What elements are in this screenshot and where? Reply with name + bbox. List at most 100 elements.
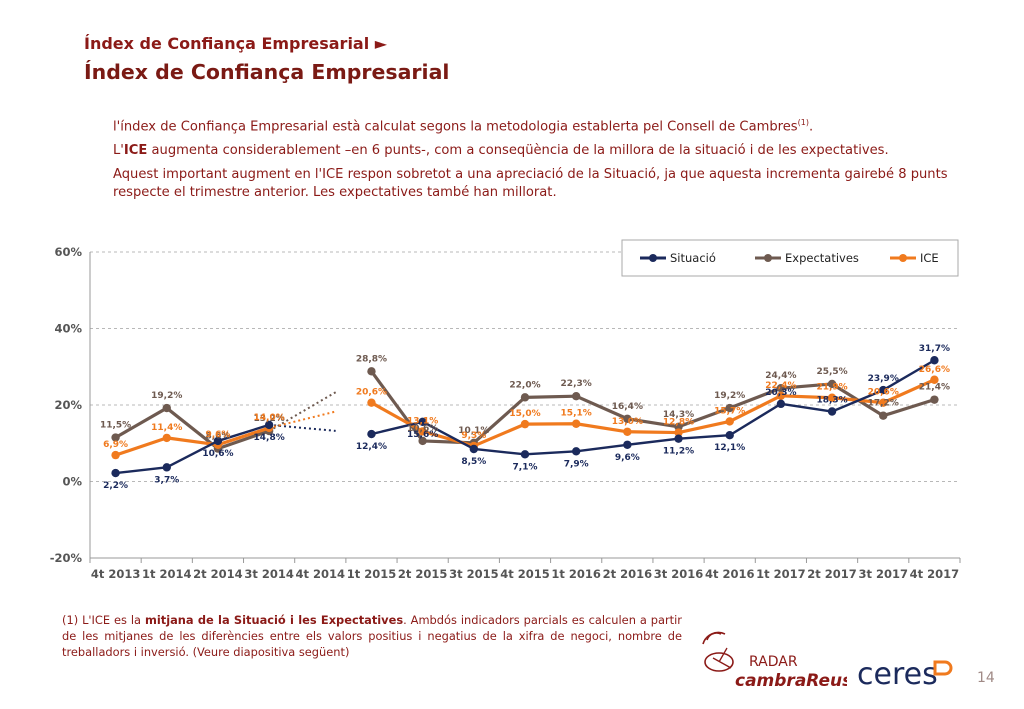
data-point xyxy=(827,407,837,416)
y-tick-label: 20% xyxy=(54,398,82,412)
x-tick-label: 3t 2015 xyxy=(449,567,499,581)
data-point xyxy=(520,393,530,402)
series-line xyxy=(370,378,936,448)
data-point xyxy=(571,447,581,456)
footnote-prefix: (1) L'ICE es la xyxy=(62,613,145,627)
x-tick-label: 3t 2014 xyxy=(244,567,294,581)
data-label: 11,4% xyxy=(151,423,182,433)
data-label: 20,3% xyxy=(765,388,796,398)
data-label: 2,2% xyxy=(103,481,128,491)
data-point xyxy=(725,431,734,440)
data-point xyxy=(162,463,171,472)
data-point xyxy=(111,450,120,460)
data-label: 14,3% xyxy=(663,410,694,420)
data-label: 31,7% xyxy=(919,344,950,354)
series-line xyxy=(371,359,936,456)
data-point xyxy=(623,427,632,436)
series-line xyxy=(115,423,270,475)
data-point xyxy=(367,398,376,407)
data-point xyxy=(776,383,786,393)
data-label: 13,2% xyxy=(254,414,285,424)
legend-label: Expectatives xyxy=(785,251,859,265)
data-point xyxy=(367,429,376,439)
data-label: 28,8% xyxy=(356,354,387,364)
line-chart: -20% 0% 20% 40% 60% 4t 2013 1t 2014 2t 2014 3t 2… xyxy=(0,232,1024,592)
data-label: 3,7% xyxy=(154,475,179,485)
data-label: 20,6% xyxy=(356,388,387,398)
data-point xyxy=(264,420,274,430)
data-label: 6,9% xyxy=(103,440,128,450)
data-point xyxy=(162,433,171,443)
intro-text: l'índex de Confiança Empresarial està ca… xyxy=(113,114,953,208)
ceres-word: ceres xyxy=(857,657,938,690)
series-line xyxy=(114,406,270,451)
data-label: 7,1% xyxy=(513,462,538,472)
data-point xyxy=(879,385,888,395)
data-label: 14,0% xyxy=(254,413,285,423)
intro-p1-footnote-ref: (1) xyxy=(797,118,809,127)
intro-p1-end: . xyxy=(808,119,814,135)
data-point xyxy=(418,427,427,436)
y-tick-label: -20% xyxy=(50,551,83,565)
data-label: 22,4% xyxy=(765,381,796,391)
x-tick-label: 4t 2014 xyxy=(296,567,346,581)
data-point xyxy=(623,440,632,449)
data-point xyxy=(725,417,734,426)
data-label: 9,6% xyxy=(205,430,230,440)
data-label: 24,4% xyxy=(765,371,796,381)
x-tick-label: 1t 2017 xyxy=(756,567,806,581)
intro-paragraph-3: Aquest important augment en l'ICE respon… xyxy=(113,167,948,201)
intro-p2-prefix: L' xyxy=(113,143,124,159)
x-tick-label: 2t 2016 xyxy=(603,567,653,581)
data-label: 19,2% xyxy=(714,391,745,401)
data-point xyxy=(674,434,683,443)
footnote: (1) L'ICE es la mitjana de la Situació i… xyxy=(62,612,682,660)
data-label: 10,1% xyxy=(458,426,489,436)
data-point xyxy=(367,367,376,376)
intro-p2-bold: ICE xyxy=(123,143,148,159)
data-label: 11,5% xyxy=(100,421,131,431)
y-tick-label: 40% xyxy=(54,322,82,336)
data-label: 17,2% xyxy=(868,399,899,409)
legend-label: ICE xyxy=(920,251,939,265)
x-tick-label: 4t 2015 xyxy=(500,567,550,581)
data-point xyxy=(111,468,120,478)
data-label: 20,6% xyxy=(868,388,899,398)
data-point xyxy=(111,433,120,442)
data-point xyxy=(623,414,632,423)
x-tick-label: 3t 2016 xyxy=(654,567,704,581)
y-tick-label: 60% xyxy=(54,245,82,259)
data-label: 15,6% xyxy=(407,430,438,440)
legend-swatch-marker xyxy=(899,254,907,262)
x-tick-label: 4t 2013 xyxy=(91,567,141,581)
intro-paragraph-2: L'ICE augmenta considerablement –en 6 pu… xyxy=(113,142,953,160)
data-point xyxy=(469,444,479,454)
legend-label: Situació xyxy=(670,251,716,265)
data-point xyxy=(827,393,837,402)
radar-dish-icon xyxy=(704,652,734,672)
data-label: 16,4% xyxy=(612,402,643,412)
data-label: 15,0% xyxy=(509,409,540,419)
data-label: 13,1% xyxy=(407,416,438,426)
data-point xyxy=(162,403,171,413)
data-label: 13,0% xyxy=(612,417,643,427)
data-label: 23,9% xyxy=(868,374,899,384)
data-label: 25,5% xyxy=(816,367,847,377)
data-point xyxy=(776,399,786,409)
data-point xyxy=(879,398,888,407)
footnote-bold: mitjana de la Situació i les Expectative… xyxy=(144,613,404,627)
y-tick-label: 0% xyxy=(62,475,82,489)
x-tick-label: 2t 2015 xyxy=(398,567,448,581)
data-label: 11,2% xyxy=(663,447,694,457)
radar-waves-icon xyxy=(702,631,726,645)
data-point xyxy=(674,428,683,437)
data-point xyxy=(571,419,581,428)
x-tick-label: 2t 2014 xyxy=(193,567,243,581)
data-point xyxy=(520,419,530,429)
data-point xyxy=(418,417,427,427)
x-tick-label: 4t 2016 xyxy=(705,567,755,581)
radar-word: RADAR xyxy=(749,654,798,670)
data-label: 22,0% xyxy=(509,380,540,390)
data-label: 18,3% xyxy=(816,396,847,406)
data-point xyxy=(930,375,939,384)
